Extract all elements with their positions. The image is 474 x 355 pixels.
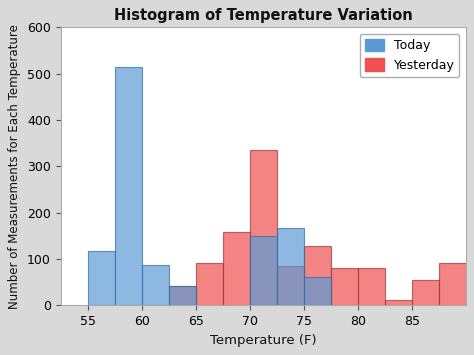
Bar — [277, 228, 304, 305]
Bar — [277, 266, 304, 305]
Bar — [88, 251, 115, 305]
Bar — [385, 300, 411, 305]
Bar — [411, 280, 438, 305]
Title: Histogram of Temperature Variation: Histogram of Temperature Variation — [114, 8, 412, 23]
Bar — [358, 268, 385, 305]
Bar — [438, 263, 465, 305]
Legend: Today, Yesterday: Today, Yesterday — [360, 33, 459, 77]
Bar — [196, 263, 223, 305]
Bar — [169, 286, 196, 305]
Bar — [304, 246, 331, 305]
Bar — [250, 236, 277, 305]
Bar — [142, 264, 169, 305]
Y-axis label: Number of Measurements for Each Temperature: Number of Measurements for Each Temperat… — [9, 24, 21, 309]
Bar — [169, 286, 196, 305]
X-axis label: Temperature (F): Temperature (F) — [210, 334, 317, 347]
Bar — [331, 268, 358, 305]
Bar — [223, 232, 250, 305]
Bar — [304, 277, 331, 305]
Bar — [250, 150, 277, 305]
Bar — [115, 67, 142, 305]
